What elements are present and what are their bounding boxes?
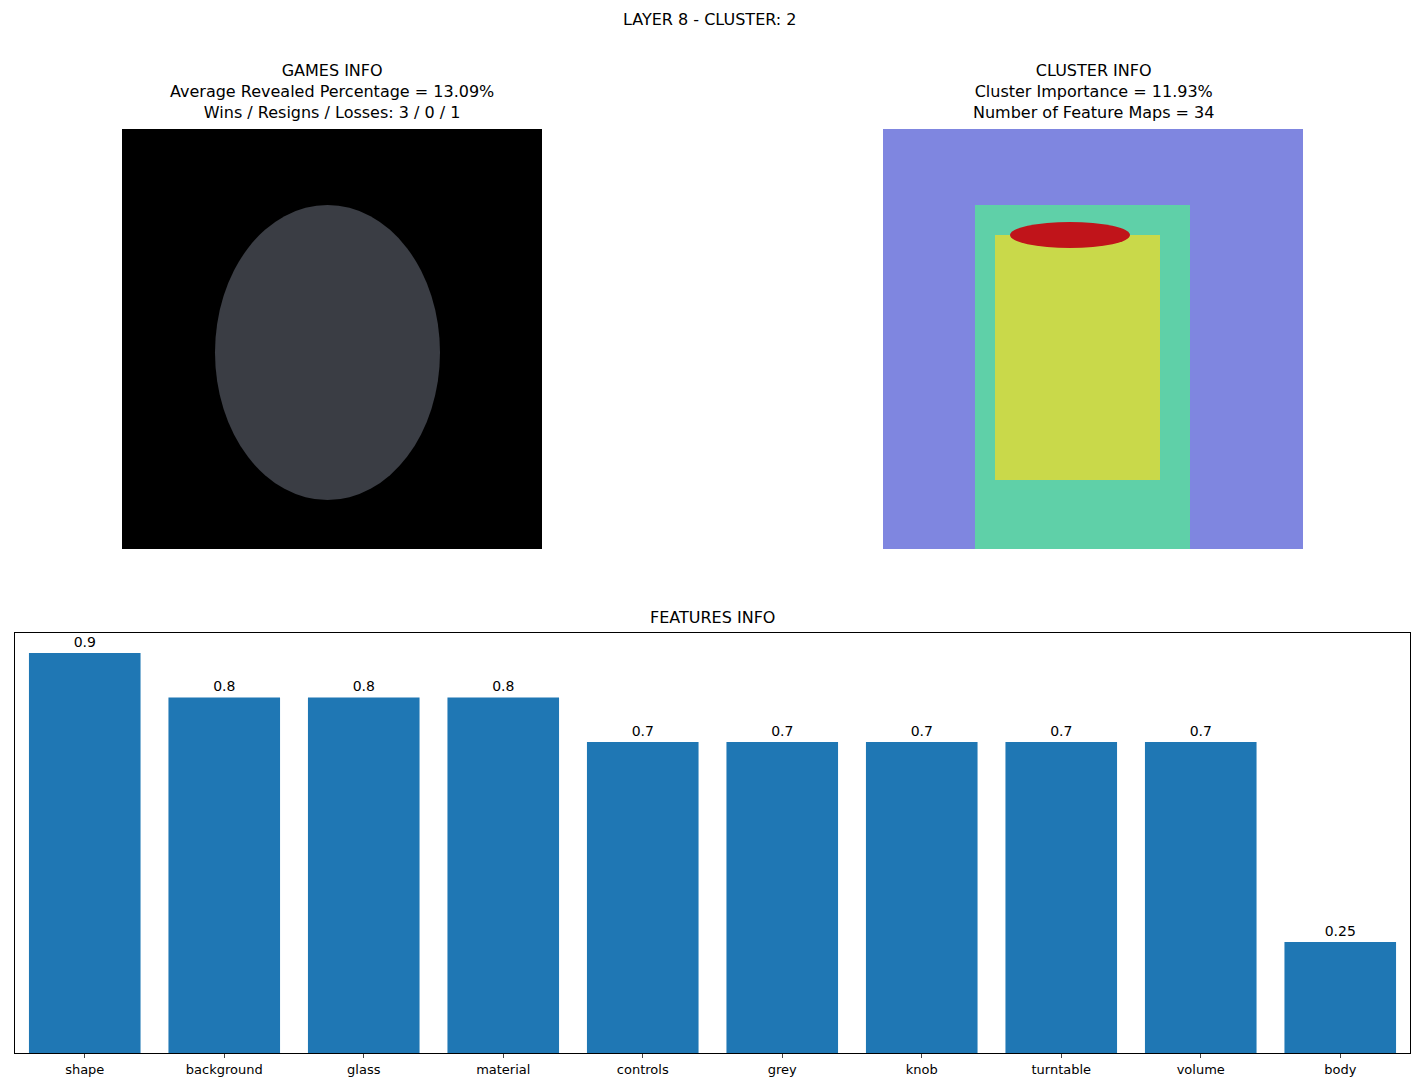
svg-text:0.8: 0.8: [213, 678, 235, 694]
svg-text:FEATURES INFO: FEATURES INFO: [650, 608, 775, 627]
svg-text:0.8: 0.8: [353, 678, 375, 694]
svg-text:volume: volume: [1177, 1062, 1225, 1077]
svg-text:0.8: 0.8: [492, 678, 514, 694]
svg-text:LAYER 8 - CLUSTER: 2: LAYER 8 - CLUSTER: 2: [623, 10, 797, 29]
svg-text:knob: knob: [906, 1062, 938, 1077]
svg-text:0.7: 0.7: [911, 723, 933, 739]
svg-text:0.7: 0.7: [1050, 723, 1072, 739]
svg-text:0.7: 0.7: [771, 723, 793, 739]
svg-text:0.9: 0.9: [74, 634, 96, 650]
svg-text:controls: controls: [617, 1062, 669, 1077]
svg-text:0.25: 0.25: [1325, 923, 1356, 939]
svg-text:grey: grey: [768, 1062, 797, 1077]
svg-text:GAMES INFOAverage Revealed Per: GAMES INFOAverage Revealed Percentage = …: [170, 61, 494, 122]
svg-text:0.7: 0.7: [1190, 723, 1212, 739]
svg-text:material: material: [476, 1062, 530, 1077]
svg-text:CLUSTER INFOCluster Importance: CLUSTER INFOCluster Importance = 11.93%N…: [973, 61, 1214, 122]
svg-text:background: background: [186, 1062, 263, 1077]
svg-text:glass: glass: [347, 1062, 381, 1077]
svg-text:0.7: 0.7: [632, 723, 654, 739]
svg-text:shape: shape: [65, 1062, 104, 1077]
svg-text:turntable: turntable: [1031, 1062, 1091, 1077]
svg-text:body: body: [1324, 1062, 1356, 1077]
